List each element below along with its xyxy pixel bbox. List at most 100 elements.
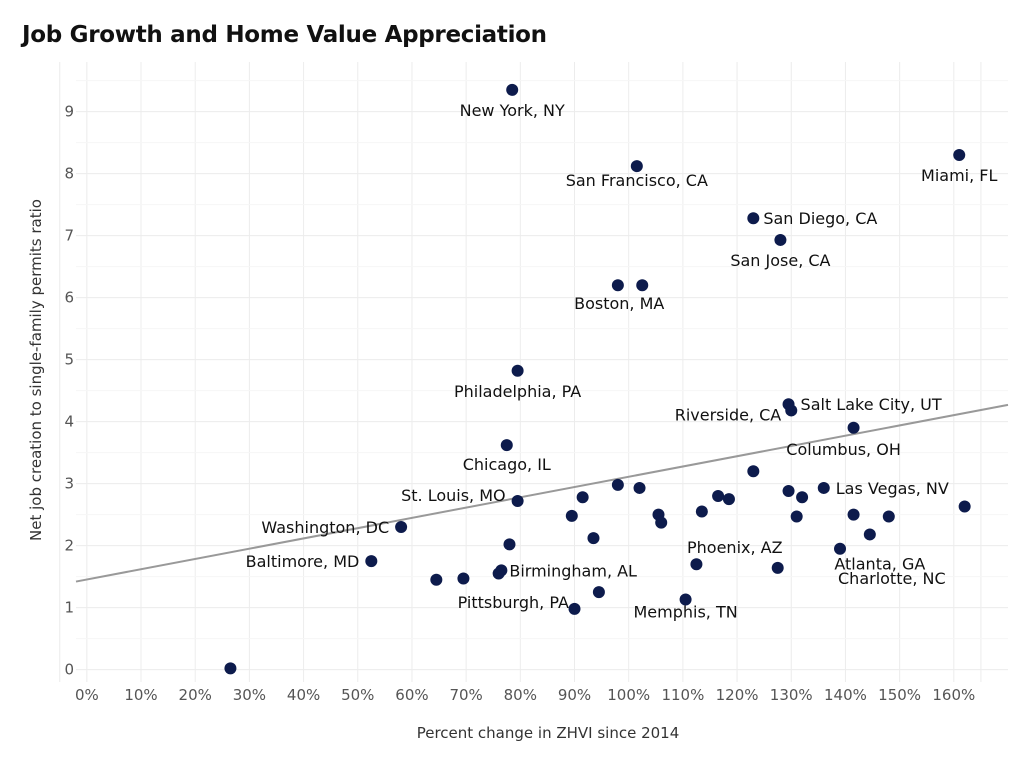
point-label: Columbus, OH	[786, 440, 901, 459]
data-point	[592, 586, 605, 599]
data-point	[630, 160, 643, 173]
data-point	[565, 509, 578, 522]
data-point	[500, 439, 513, 452]
x-tick-label: 20%	[179, 686, 212, 704]
y-tick-label: 1	[64, 599, 74, 617]
point-label: Boston, MA	[574, 294, 664, 313]
y-tick-label: 3	[64, 475, 74, 493]
x-tick-label: 140%	[824, 686, 867, 704]
point-label: Riverside, CA	[675, 405, 782, 424]
point-labels: New York, NY San Francisco, CA Miami, FL Sa…	[246, 101, 998, 622]
point-label: Salt Lake City, UT	[801, 395, 942, 414]
y-tick-label: 0	[64, 661, 74, 679]
data-point	[457, 572, 470, 585]
point-label: Washington, DC	[261, 518, 389, 537]
data-point	[655, 516, 668, 529]
point-label: Memphis, TN	[633, 603, 737, 622]
data-point	[796, 491, 809, 504]
data-point	[847, 508, 860, 521]
data-point	[633, 481, 646, 494]
data-point	[782, 398, 795, 411]
x-axis-ticks: 0% 10% 20% 30% 40% 50% 60% 70% 80% 90% 100% 110% 120…	[75, 686, 975, 704]
x-tick-label: 100%	[607, 686, 650, 704]
data-point	[690, 558, 703, 571]
point-label: San Francisco, CA	[566, 171, 708, 190]
data-point	[847, 421, 860, 434]
data-point	[747, 465, 760, 478]
point-label: Birmingham, AL	[509, 561, 637, 580]
y-tick-label: 8	[64, 165, 74, 183]
data-point	[611, 478, 624, 491]
y-tick-label: 2	[64, 537, 74, 555]
x-tick-label: 150%	[878, 686, 921, 704]
x-tick-label: 50%	[341, 686, 374, 704]
data-point	[511, 364, 524, 377]
trend-line	[75, 403, 1009, 583]
point-label: San Jose, CA	[730, 251, 830, 270]
data-point	[395, 521, 408, 533]
data-point	[587, 532, 600, 545]
point-label: Atlanta, GA	[834, 554, 925, 573]
point-label: Las Vegas, NV	[836, 479, 949, 498]
x-tick-label: 160%	[932, 686, 975, 704]
point-label: San Diego, CA	[763, 209, 877, 228]
x-tick-label: 10%	[124, 686, 157, 704]
data-point	[882, 510, 895, 523]
data-point	[863, 528, 876, 541]
point-label: Chicago, IL	[463, 455, 551, 474]
data-point	[511, 494, 524, 507]
grid	[59, 62, 1008, 682]
data-point	[430, 573, 443, 586]
data-point	[636, 279, 649, 292]
data-point	[679, 593, 692, 606]
data-point	[492, 567, 505, 580]
data-point	[834, 542, 847, 555]
data-point	[695, 505, 708, 518]
data-point	[506, 83, 519, 96]
data-point	[774, 233, 787, 246]
data-point	[782, 485, 795, 498]
data-point	[771, 561, 784, 574]
y-tick-label: 5	[64, 351, 74, 369]
x-tick-label: 90%	[558, 686, 591, 704]
data-point	[712, 490, 725, 502]
point-label: Charlotte, NC	[838, 569, 946, 588]
point-label: St. Louis, MO	[401, 486, 506, 505]
y-axis-label: Net job creation to single-family permit…	[27, 199, 45, 541]
y-tick-label: 7	[64, 227, 74, 245]
data-point	[611, 279, 624, 292]
data-point	[747, 212, 760, 225]
data-point	[503, 538, 516, 551]
data-point	[953, 149, 966, 161]
x-tick-label: 0%	[75, 686, 99, 704]
x-axis-label: Percent change in ZHVI since 2014	[417, 724, 680, 742]
data-point	[958, 500, 971, 513]
data-point	[790, 510, 803, 523]
x-tick-label: 120%	[716, 686, 759, 704]
x-tick-label: 110%	[661, 686, 704, 704]
data-point	[568, 602, 581, 615]
y-axis-ticks: 0 1 2 3 4 5 6 7 8 9	[64, 103, 74, 679]
trend-line-group	[75, 403, 1009, 583]
data-point	[224, 662, 237, 675]
point-label: Pittsburgh, PA	[458, 593, 569, 612]
x-tick-label: 130%	[770, 686, 813, 704]
y-tick-label: 4	[64, 413, 74, 431]
x-tick-label: 30%	[233, 686, 266, 704]
x-tick-label: 40%	[287, 686, 320, 704]
data-point	[576, 491, 589, 504]
x-tick-label: 80%	[504, 686, 537, 704]
data-point	[722, 493, 735, 506]
x-tick-label: 60%	[395, 686, 428, 704]
y-tick-label: 6	[64, 289, 74, 307]
point-label: Phoenix, AZ	[687, 538, 783, 557]
point-label: Miami, FL	[921, 166, 997, 185]
data-point	[365, 555, 378, 568]
point-label: New York, NY	[460, 101, 565, 120]
data-points	[224, 83, 971, 675]
point-label: Baltimore, MD	[246, 552, 360, 571]
data-point	[817, 481, 830, 494]
y-tick-label: 9	[64, 103, 74, 121]
point-label: Philadelphia, PA	[454, 382, 581, 401]
